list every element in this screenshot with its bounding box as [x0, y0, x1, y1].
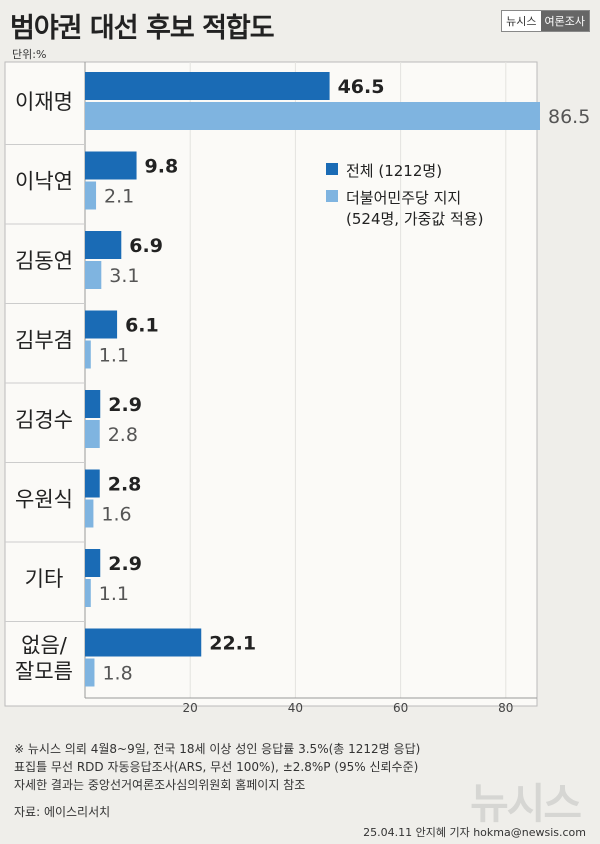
legend-item-total: 전체 (1212명) [326, 160, 483, 181]
unit-label: 단위:% [12, 48, 47, 61]
brand-badge: 뉴시스 여론조사 [501, 10, 590, 32]
legend-label-democratic: 더불어민주당 지지 [346, 189, 462, 207]
data-label: 6.9 [129, 235, 163, 257]
data-label: 3.1 [109, 265, 139, 287]
bar [85, 549, 101, 577]
data-label: 2.9 [108, 394, 142, 416]
data-label: 2.9 [108, 553, 142, 575]
bar [85, 579, 91, 607]
data-label: 9.8 [145, 156, 179, 178]
legend-label-democratic-sub: (524명, 가중값 적용) [346, 210, 484, 228]
category-label: 기타 [25, 567, 64, 591]
data-label: 1.1 [99, 345, 129, 367]
bar [85, 181, 97, 210]
legend-swatch-democratic [326, 190, 338, 202]
category-label: 김경수 [15, 408, 73, 432]
bar [85, 658, 95, 687]
bar [85, 310, 118, 339]
category-label: 김부겸 [15, 329, 73, 353]
legend-item-democratic: 더불어민주당 지지 (524명, 가중값 적용) [326, 187, 483, 229]
x-tick-label: 80 [498, 701, 513, 715]
category-label: 이낙연 [15, 170, 73, 194]
note-line: ※ 뉴시스 의뢰 4월8~9일, 전국 18세 이상 성인 응답률 3.5%(총… [14, 742, 421, 756]
data-label: 22.1 [209, 633, 256, 655]
bar [85, 102, 540, 130]
legend-label-total: 전체 (1212명) [346, 162, 443, 180]
source-text: 자료: 에이스리서치 [14, 805, 111, 819]
x-tick-label: 60 [393, 701, 408, 715]
data-label: 46.5 [338, 76, 385, 98]
bar [85, 390, 101, 418]
data-label: 2.8 [108, 474, 142, 496]
x-tick-label: 20 [183, 701, 198, 715]
data-label: 6.1 [125, 315, 159, 337]
category-label: 없음/잘모름 [15, 634, 73, 684]
category-label: 우원식 [15, 488, 73, 512]
data-label: 86.5 [548, 106, 590, 128]
bar [85, 261, 102, 289]
data-label: 2.8 [108, 424, 138, 446]
note-line: 자세한 결과는 중앙선거여론조사심의위원회 홈페이지 참조 [14, 778, 306, 792]
brand-section: 여론조사 [540, 11, 589, 31]
bar [85, 628, 202, 657]
data-label: 2.1 [104, 186, 134, 208]
bar [85, 499, 94, 528]
watermark-logo: 뉴시스 [470, 779, 582, 828]
x-tick-label: 40 [288, 701, 303, 715]
legend-swatch-total [326, 163, 338, 175]
data-label: 1.8 [102, 663, 132, 685]
bar [85, 469, 100, 498]
credit-text: 25.04.11 안지혜 기자 hokma@newsis.com [363, 826, 586, 839]
category-label: 김동연 [15, 249, 73, 273]
bar [85, 72, 330, 100]
bar [85, 340, 91, 369]
bar [85, 151, 137, 180]
data-label: 1.1 [99, 583, 129, 605]
bar [85, 231, 122, 259]
bar [85, 420, 100, 448]
category-label: 이재명 [15, 90, 73, 114]
brand-name: 뉴시스 [502, 11, 541, 31]
note-line: 표집틀 무선 RDD 자동응답조사(ARS, 무선 100%), ±2.8%P … [14, 760, 419, 774]
legend: 전체 (1212명) 더불어민주당 지지 (524명, 가중값 적용) [326, 160, 483, 235]
data-label: 1.6 [101, 504, 131, 526]
page-title: 범야권 대선 후보 적합도 [10, 13, 275, 44]
survey-notes: ※ 뉴시스 의뢰 4월8~9일, 전국 18세 이상 성인 응답률 3.5%(총… [14, 740, 514, 794]
